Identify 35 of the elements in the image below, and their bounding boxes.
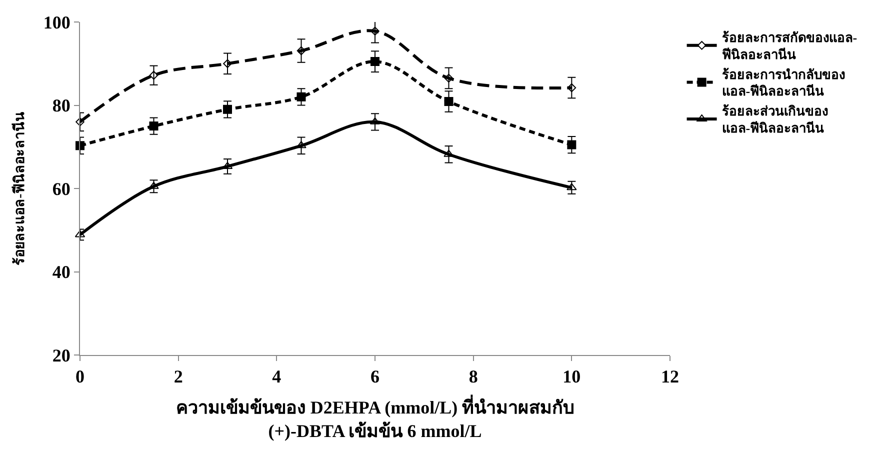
point bbox=[444, 97, 454, 106]
x-tick-label: 12 bbox=[661, 366, 679, 387]
point bbox=[76, 141, 84, 150]
point bbox=[567, 140, 576, 150]
legend-label: ร้อยละส่วนเกินของ แอล-ฟีนิลอะลานีน bbox=[722, 104, 828, 136]
y-tick-label: 60 bbox=[52, 178, 70, 199]
x-tick-label: 6 bbox=[370, 366, 380, 387]
point bbox=[296, 92, 306, 102]
x-axis-title: ความเข้มข้นของ D2EHPA (mmol/L) ที่นำมาผสมกับ (+)-DBTA เข้มข้น 6 mmol/L bbox=[176, 394, 574, 442]
point bbox=[370, 26, 380, 36]
point bbox=[444, 74, 454, 83]
point bbox=[370, 57, 380, 66]
point bbox=[223, 59, 232, 68]
legend-label: ร้อยละการสกัดของแอล- ฟีนิลอะลานีน bbox=[722, 30, 858, 62]
point bbox=[223, 104, 232, 114]
point bbox=[148, 182, 159, 189]
x-tick-label: 8 bbox=[468, 366, 478, 387]
point bbox=[296, 141, 306, 148]
y-axis-title: ร้อยละแอล-ฟีนิลอะลานีน bbox=[12, 112, 28, 266]
x-tick-label: 2 bbox=[174, 366, 183, 387]
y-tick-label: 80 bbox=[52, 96, 70, 116]
point bbox=[296, 46, 306, 56]
x-tick-label: 10 bbox=[562, 366, 581, 387]
x-tick-label: 0 bbox=[76, 366, 84, 387]
y-tick-label: 20 bbox=[52, 345, 70, 366]
point bbox=[444, 150, 454, 157]
point bbox=[76, 118, 84, 126]
point bbox=[566, 183, 577, 190]
point bbox=[149, 122, 158, 131]
point bbox=[567, 83, 576, 92]
point bbox=[149, 70, 158, 80]
y-tick-label: 40 bbox=[52, 262, 70, 282]
legend-label: ร้อยละการนำกลับของ แอล-ฟีนิลอะลานีน bbox=[722, 66, 845, 99]
x-tick-label: 4 bbox=[272, 366, 282, 387]
y-tick-label: 100 bbox=[43, 12, 70, 32]
